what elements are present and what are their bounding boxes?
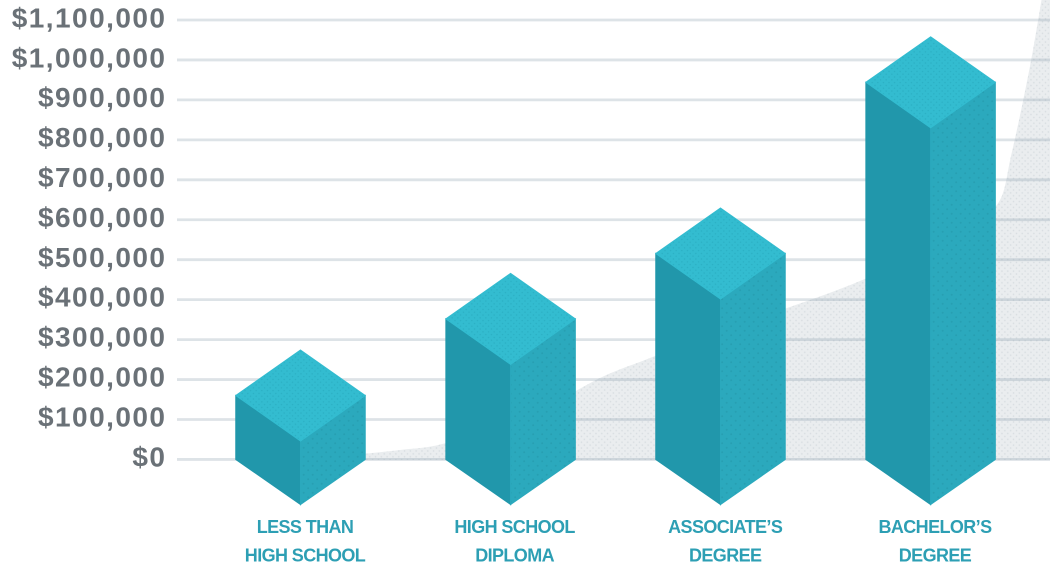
svg-text:DEGREE: DEGREE xyxy=(899,546,972,566)
svg-text:$800,000: $800,000 xyxy=(38,122,166,153)
svg-text:LESS THAN: LESS THAN xyxy=(257,517,354,537)
svg-text:$500,000: $500,000 xyxy=(38,242,166,273)
svg-text:ASSOCIATE’S: ASSOCIATE’S xyxy=(668,517,783,537)
svg-text:$1,000,000: $1,000,000 xyxy=(12,42,167,73)
svg-text:$1,100,000: $1,100,000 xyxy=(12,2,167,33)
svg-text:$300,000: $300,000 xyxy=(38,322,166,353)
svg-text:$700,000: $700,000 xyxy=(38,162,166,193)
svg-text:$0: $0 xyxy=(132,441,166,472)
svg-text:DEGREE: DEGREE xyxy=(689,546,762,566)
svg-text:$600,000: $600,000 xyxy=(38,202,166,233)
svg-text:HIGH SCHOOL: HIGH SCHOOL xyxy=(245,546,366,566)
svg-text:$900,000: $900,000 xyxy=(38,82,166,113)
svg-text:$100,000: $100,000 xyxy=(38,401,166,432)
svg-text:$400,000: $400,000 xyxy=(38,282,166,313)
svg-text:HIGH SCHOOL: HIGH SCHOOL xyxy=(454,517,575,537)
svg-text:$200,000: $200,000 xyxy=(38,362,166,393)
svg-text:BACHELOR’S: BACHELOR’S xyxy=(878,517,992,537)
svg-text:DIPLOMA: DIPLOMA xyxy=(475,546,554,566)
